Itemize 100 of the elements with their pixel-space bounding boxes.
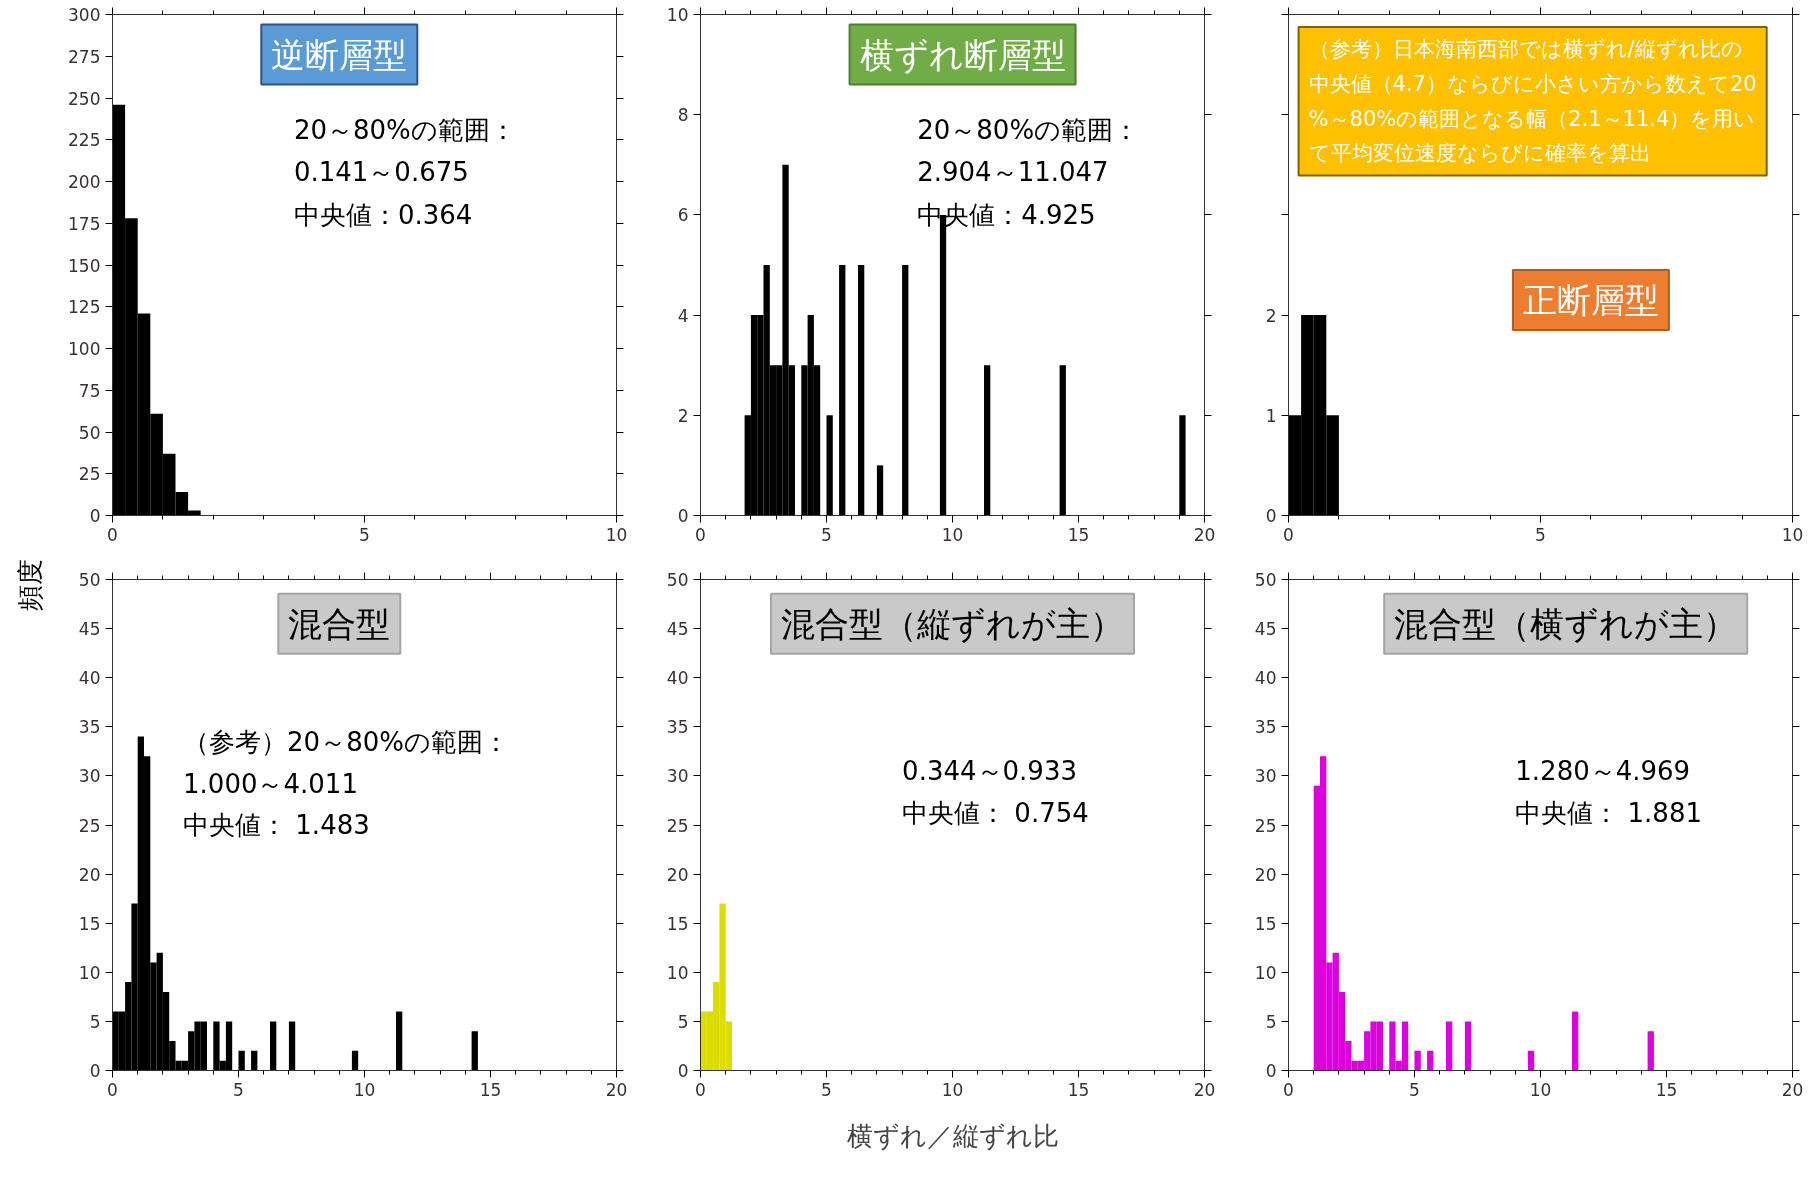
y-tick-label: 25 — [78, 464, 101, 485]
x-tick-label: 15 — [1067, 524, 1090, 545]
text: 逆断層型 — [271, 34, 408, 75]
y-tick-label: 40 — [666, 668, 689, 689]
x-tick-label: 5 — [233, 1079, 244, 1100]
annotation: 中央値： 1.881 — [1515, 797, 1702, 828]
y-tick-label: 175 — [68, 213, 101, 234]
annotation: 1.280～4.969 — [1515, 756, 1691, 787]
y-tick-label: 50 — [78, 570, 101, 590]
y-tick-label: 0 — [89, 506, 101, 526]
y-tick-label: 15 — [78, 913, 101, 934]
y-tick-label: 25 — [1254, 815, 1277, 836]
x-tick-label: 15 — [1067, 1079, 1090, 1100]
annotation: 1.000～4.011 — [183, 768, 358, 799]
x-tick-label: 20 — [1781, 1079, 1804, 1100]
x-tick-label: 5 — [821, 524, 832, 545]
y-tick-label: 15 — [666, 913, 689, 934]
y-tick-label: 0 — [89, 1061, 101, 1081]
y-tick-label: 5 — [1265, 1011, 1277, 1032]
x-tick-label: 15 — [1655, 1079, 1678, 1100]
y-tick-label: 20 — [1254, 864, 1277, 885]
x-tick-label: 5 — [359, 524, 370, 545]
x-tick-label: 5 — [821, 1079, 832, 1100]
y-tick-label: 45 — [78, 619, 101, 640]
y-tick-label: 2 — [677, 405, 689, 426]
x-tick-label: 10 — [353, 1079, 376, 1100]
annotation: 中央値： 1.483 — [183, 810, 370, 841]
y-tick-label: 0 — [677, 506, 689, 526]
x-tick-label: 10 — [941, 524, 964, 545]
y-tick-label: 50 — [78, 422, 101, 443]
y-tick-label: 35 — [78, 717, 101, 738]
text: 正断層型 — [1522, 280, 1659, 321]
x-tick-label: 10 — [941, 1079, 964, 1100]
x-axis-title: 横ずれ／縦ずれ比 — [846, 1120, 1059, 1151]
y-tick-label: 40 — [78, 668, 101, 689]
y-tick-label: 275 — [68, 46, 101, 67]
y-tick-label: 8 — [677, 105, 689, 126]
x-tick-label: 20 — [1193, 1079, 1216, 1100]
x-tick-label: 15 — [479, 1079, 502, 1100]
y-tick-label: 25 — [666, 815, 689, 836]
y-tick-label: 0 — [677, 1061, 689, 1081]
y-tick-label: 10 — [666, 962, 689, 983]
x-tick-label: 5 — [1535, 524, 1546, 545]
annotation: 0.344～0.933 — [902, 756, 1077, 787]
y-tick-label: 6 — [677, 205, 689, 226]
y-tick-label: 5 — [677, 1011, 689, 1032]
y-tick-label: 45 — [666, 619, 689, 640]
annotation: 0.141～0.675 — [293, 157, 469, 188]
x-tick-label: 0 — [107, 524, 118, 545]
x-tick-label: 20 — [605, 1079, 628, 1100]
y-tick-label: 30 — [78, 766, 101, 787]
y-tick-label: 0 — [1265, 1061, 1277, 1081]
annotation: 20～80%の範囲： — [293, 114, 516, 145]
y-tick-label: 75 — [78, 380, 101, 401]
text: 混合型（縦ずれが主） — [781, 603, 1124, 644]
annotation: 2.904～11.047 — [917, 157, 1109, 188]
y-tick-label: 0 — [1265, 506, 1277, 526]
y-tick-label: 125 — [68, 297, 101, 318]
y-tick-label: 2 — [1265, 305, 1277, 326]
text: 横ずれ断層型 — [859, 34, 1066, 75]
y-tick-label: 25 — [78, 815, 101, 836]
y-tick-label: 4 — [677, 305, 689, 326]
y-tick-label: 40 — [1254, 668, 1277, 689]
text: 混合型 — [288, 603, 391, 644]
y-tick-label: 200 — [68, 172, 101, 192]
x-tick-label: 0 — [1283, 524, 1294, 545]
y-tick-label: 10 — [666, 5, 689, 25]
y-tick-label: 225 — [68, 130, 101, 151]
y-tick-label: 20 — [666, 864, 689, 885]
annotation: （参考）20～80%の範囲： — [183, 726, 509, 757]
x-tick-label: 20 — [1193, 524, 1216, 545]
y-tick-label: 1 — [1265, 405, 1277, 426]
x-tick-label: 10 — [605, 524, 628, 545]
y-tick-label: 35 — [1254, 717, 1277, 738]
y-tick-label: 20 — [78, 864, 101, 885]
y-tick-label: 5 — [89, 1011, 101, 1032]
x-tick-label: 0 — [695, 524, 706, 545]
x-tick-label: 0 — [1283, 1079, 1294, 1100]
annotation: （参考）日本海南西部では横ずれ/縦ずれ比の中央値（4.7）ならびに小さい方から数えて20%～80%の範囲となる幅（2.1～11.4）を用いて平均変位速度ならびに確率を算出 — [1308, 37, 1757, 166]
annotation: 中央値： 0.754 — [902, 797, 1089, 828]
y-tick-label: 100 — [68, 339, 101, 359]
annotation: 中央値：0.364 — [293, 199, 473, 230]
y-tick-label: 50 — [666, 570, 689, 590]
y-tick-label: 15 — [1254, 913, 1277, 934]
y-tick-label: 30 — [666, 766, 689, 787]
y-tick-label: 10 — [1254, 962, 1277, 983]
x-tick-label: 0 — [107, 1079, 118, 1100]
y-tick-label: 35 — [666, 717, 689, 738]
y-tick-label: 50 — [1254, 570, 1277, 590]
y-tick-label: 10 — [78, 962, 101, 983]
y-tick-label: 250 — [68, 88, 101, 109]
x-tick-label: 10 — [1529, 1079, 1552, 1100]
x-tick-label: 0 — [695, 1079, 706, 1100]
y-tick-label: 300 — [68, 5, 101, 25]
y-axis-title: 頻度 — [14, 558, 47, 611]
x-tick-label: 5 — [1409, 1079, 1420, 1100]
annotation: 中央値：4.925 — [917, 199, 1096, 230]
y-tick-label: 30 — [1254, 766, 1277, 787]
text: 混合型（横ずれが主） — [1394, 603, 1738, 644]
x-tick-label: 10 — [1781, 524, 1804, 545]
